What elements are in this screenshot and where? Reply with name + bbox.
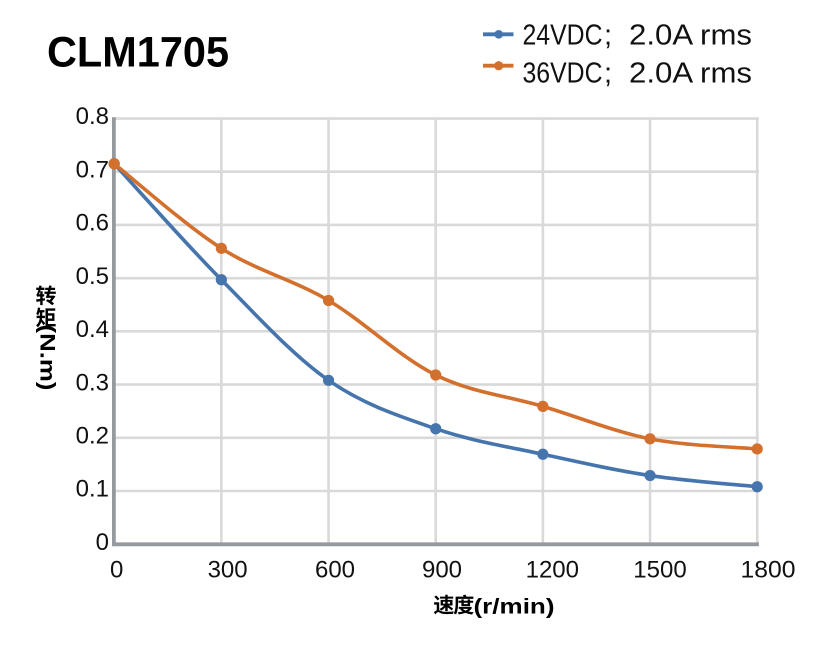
svg-text:36VDC: 36VDC bbox=[523, 58, 603, 90]
svg-text:0.3: 0.3 bbox=[76, 369, 109, 396]
svg-text:24VDC: 24VDC bbox=[523, 19, 603, 51]
svg-text:2.0A rms: 2.0A rms bbox=[629, 19, 752, 51]
svg-text:600: 600 bbox=[315, 557, 355, 584]
svg-text:(r/min): (r/min) bbox=[474, 596, 555, 619]
svg-text:0.2: 0.2 bbox=[76, 422, 109, 449]
svg-text:0.1: 0.1 bbox=[76, 476, 109, 503]
svg-text:0.6: 0.6 bbox=[76, 210, 109, 237]
svg-text:1500: 1500 bbox=[633, 557, 686, 584]
svg-text:(N.m): (N.m) bbox=[36, 325, 59, 391]
svg-text:0.4: 0.4 bbox=[76, 316, 109, 343]
svg-text:;: ; bbox=[604, 19, 612, 51]
svg-text:2.0A rms: 2.0A rms bbox=[629, 58, 752, 90]
svg-text:0: 0 bbox=[110, 557, 123, 584]
svg-text:CLM1705: CLM1705 bbox=[47, 28, 229, 76]
svg-text:300: 300 bbox=[208, 557, 248, 584]
svg-text:0.5: 0.5 bbox=[76, 263, 109, 290]
svg-text:1200: 1200 bbox=[526, 557, 579, 584]
svg-text:0: 0 bbox=[96, 529, 109, 556]
svg-text:1800: 1800 bbox=[741, 557, 796, 584]
svg-text:0.7: 0.7 bbox=[76, 156, 109, 183]
svg-text:900: 900 bbox=[422, 557, 462, 584]
svg-text:0.8: 0.8 bbox=[76, 103, 109, 130]
svg-text:;: ; bbox=[604, 58, 612, 90]
